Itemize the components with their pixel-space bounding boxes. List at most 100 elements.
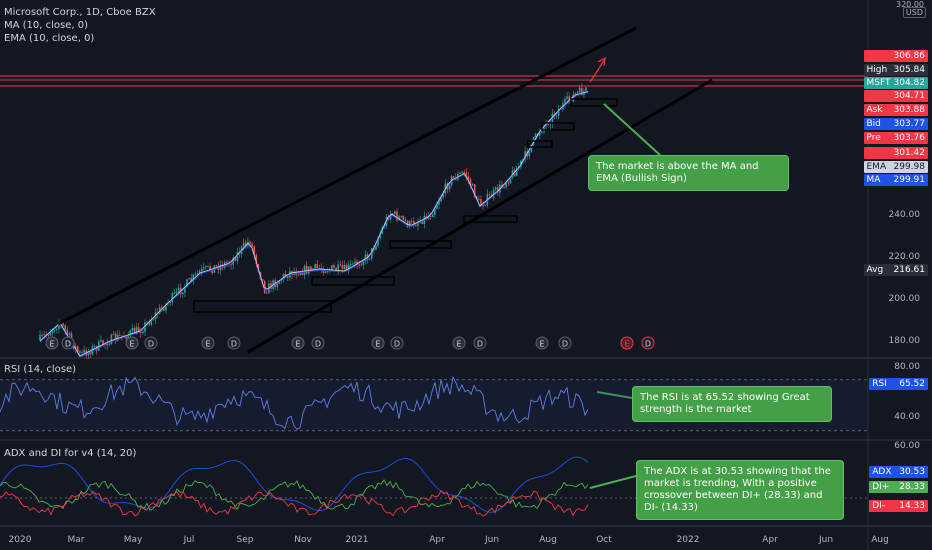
candle-body (564, 98, 566, 104)
candle-body (555, 115, 558, 117)
price-tag: High 305.84 (863, 64, 928, 76)
earnings-event-icon: E (201, 336, 215, 350)
candle-body (354, 261, 356, 264)
time-axis-label: Mar (67, 535, 85, 545)
price-axis-label: 220.00 (888, 252, 921, 262)
candle-body (207, 266, 209, 267)
price-tag-key: Ask (866, 105, 883, 115)
time-axis-label: Oct (596, 535, 612, 545)
candle-body (245, 242, 247, 246)
price-tag-key: Bid (866, 119, 881, 129)
candle-body (116, 334, 119, 341)
candle-body (541, 131, 543, 133)
time-axis-label: Nov (294, 535, 312, 545)
candle-body (576, 92, 579, 93)
candle-body (347, 264, 350, 271)
projection-arrow (589, 59, 605, 83)
svg-text:D: D (65, 340, 71, 349)
candle-body (429, 216, 432, 218)
price-tag-key: Pre (866, 133, 881, 143)
ema-legend[interactable]: EMA (10, close, 0) (4, 33, 95, 44)
candle-body (431, 214, 434, 218)
price-tag-key: Avg (866, 265, 884, 275)
candle-body (482, 205, 484, 207)
candle-body (316, 264, 318, 269)
symbol-legend[interactable]: Microsoft Corp., 1D, Cboe BZX MA (10, cl… (4, 6, 156, 45)
adx-note[interactable]: The ADX is at 30.53 showing that the mar… (636, 460, 844, 520)
candle-body (41, 335, 43, 336)
time-axis-label: May (123, 535, 143, 545)
candle-body (234, 257, 237, 261)
svg-text:E: E (456, 340, 461, 349)
candle-body (578, 87, 581, 93)
di-plus-line (0, 479, 589, 511)
candle-body (436, 204, 438, 209)
rsi-tag-value: 65.52 (899, 379, 925, 389)
symbol-title: Microsoft Corp., 1D, Cboe BZX (4, 7, 156, 18)
candle-body (251, 243, 253, 247)
candle-body (465, 172, 468, 177)
candle-body (119, 334, 121, 336)
candle-body (524, 151, 526, 160)
adx-tag: DI- 14.33 (869, 500, 928, 512)
rsi-note[interactable]: The RSI is at 65.52 showing Great streng… (632, 386, 832, 422)
candle-body (49, 332, 52, 336)
candle-body (150, 319, 153, 325)
candle-body (230, 263, 232, 265)
support-box (463, 215, 518, 223)
dividend-event-icon: D (311, 336, 325, 350)
candle-body (209, 266, 211, 271)
time-axis-label: Apr (762, 535, 778, 545)
rsi-line (0, 375, 589, 430)
time-axis-label: Jun (484, 535, 500, 545)
candle-body (184, 287, 186, 293)
support-box (193, 300, 332, 313)
time-axis-label: 2021 (345, 535, 369, 545)
price-note[interactable]: The market is above the MA and EMA (Bull… (588, 155, 789, 191)
adx-pane-title[interactable]: ADX and DI for v4 (14, 20) (4, 448, 137, 459)
svg-text:D: D (562, 340, 568, 349)
candle-body (188, 278, 190, 280)
price-tag-key (867, 90, 891, 102)
rsi-tag-key: RSI (872, 379, 887, 389)
ema-line (39, 91, 589, 357)
candle-body (242, 242, 245, 247)
candle-body (110, 334, 113, 345)
candle-body (272, 280, 274, 289)
candle-body (410, 220, 413, 222)
candle-body (163, 308, 165, 311)
dividend-event-icon: D (473, 336, 487, 350)
time-axis-label: Aug (539, 535, 557, 545)
candle-body (400, 215, 402, 217)
candle-body (205, 266, 207, 268)
price-tag-value: 303.88 (893, 105, 926, 115)
candle-body (171, 293, 174, 303)
rsi-axis-40: 40.00 (894, 412, 920, 422)
candle-body (324, 271, 327, 273)
candle-body (484, 205, 486, 206)
svg-text:D: D (315, 340, 321, 349)
currency-button[interactable]: USD (902, 7, 926, 18)
candle-body (58, 323, 60, 330)
ma-legend[interactable]: MA (10, close, 0) (4, 20, 89, 31)
adx-tag: DI+ 28.33 (869, 481, 928, 493)
rsi-pane-title[interactable]: RSI (14, close) (4, 364, 77, 375)
candle-body (503, 186, 505, 188)
support-box (527, 140, 553, 148)
candle-body (64, 325, 66, 330)
earnings-event-icon: E (452, 336, 466, 350)
candle-body (404, 219, 407, 222)
candle-body (276, 283, 279, 288)
candle-body (534, 133, 537, 138)
candle-body (345, 265, 348, 271)
candle-body (66, 329, 69, 335)
candle-body (308, 266, 310, 274)
candle-body (501, 184, 503, 187)
candle-body (461, 172, 463, 174)
candle-body (263, 280, 266, 293)
support-box (570, 98, 618, 107)
candle-body (581, 87, 583, 96)
candle-body (137, 327, 140, 333)
di-minus-line (0, 490, 589, 517)
candle-body (175, 291, 178, 293)
